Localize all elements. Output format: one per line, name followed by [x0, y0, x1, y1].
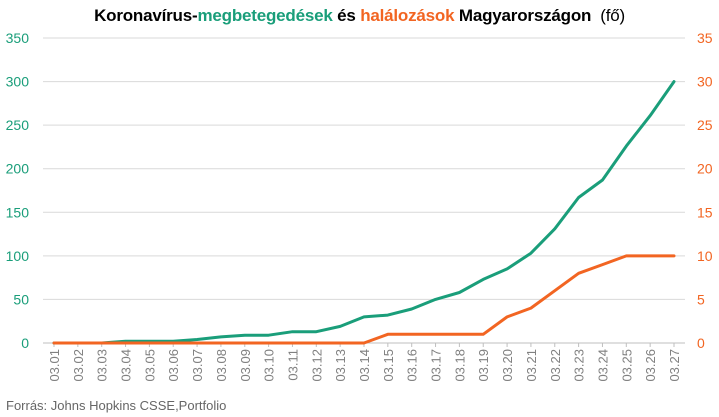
left-tick-label: 300 [6, 74, 30, 90]
x-tick-label: 03.14 [357, 349, 372, 382]
left-tick-label: 350 [6, 30, 30, 46]
x-tick-label: 03.20 [500, 349, 515, 382]
left-tick-label: 50 [13, 291, 29, 307]
title-series-cases: megbetegedések [197, 6, 333, 25]
x-tick-label: 03.23 [572, 349, 587, 382]
x-tick-label: 03.22 [548, 349, 563, 382]
title-series-deaths: halálozások [360, 6, 455, 25]
x-tick-label: 03.21 [524, 349, 539, 382]
right-tick-label: 15 [697, 204, 713, 220]
x-tick-label: 03.05 [142, 349, 157, 382]
x-tick-label: 03.10 [262, 349, 277, 382]
chart-title: Koronavírus-megbetegedések és halálozáso… [0, 6, 719, 26]
x-tick-label: 03.19 [476, 349, 491, 382]
right-tick-label: 35 [697, 30, 713, 46]
x-tick-label: 03.24 [595, 349, 610, 382]
x-tick-label: 03.01 [47, 349, 62, 382]
left-tick-label: 150 [6, 204, 30, 220]
x-tick-label: 03.02 [71, 349, 86, 382]
x-tick-label: 03.25 [619, 349, 634, 382]
right-tick-label: 10 [697, 248, 713, 264]
right-tick-label: 30 [697, 74, 713, 90]
cases-line [52, 80, 676, 345]
left-tick-label: 100 [6, 248, 30, 264]
x-tick-label: 03.12 [309, 349, 324, 382]
right-tick-label: 5 [697, 291, 705, 307]
x-tick-label: 03.09 [238, 349, 253, 382]
x-tick-label: 03.04 [119, 349, 134, 382]
x-tick-label: 03.13 [333, 349, 348, 382]
x-tick-label: 03.06 [166, 349, 181, 382]
x-tick-label: 03.27 [667, 349, 682, 382]
x-tick-label: 03.07 [190, 349, 205, 382]
left-tick-label: 250 [6, 117, 30, 133]
left-tick-label: 0 [21, 335, 29, 351]
title-part-country: Magyarországon [454, 6, 592, 25]
x-tick-label: 03.17 [429, 349, 444, 382]
deaths-line [52, 254, 676, 345]
right-tick-label: 0 [697, 335, 705, 351]
title-part-connector: és [332, 6, 361, 25]
title-part-plain: Koronavírus- [94, 6, 198, 25]
source-note: Forrás: Johns Hopkins CSSE,Portfolio [6, 398, 227, 413]
x-tick-label: 03.18 [452, 349, 467, 382]
left-tick-label: 200 [6, 161, 30, 177]
x-tick-label: 03.03 [95, 349, 110, 382]
x-tick-label: 03.11 [285, 349, 300, 381]
right-tick-label: 20 [697, 161, 713, 177]
x-tick-label: 03.08 [214, 349, 229, 382]
x-tick-label: 03.16 [405, 349, 420, 382]
x-tick-label: 03.15 [381, 349, 396, 382]
x-tick-label: 03.26 [643, 349, 658, 382]
right-tick-label: 25 [697, 117, 713, 133]
title-unit: (fő) [600, 6, 625, 25]
